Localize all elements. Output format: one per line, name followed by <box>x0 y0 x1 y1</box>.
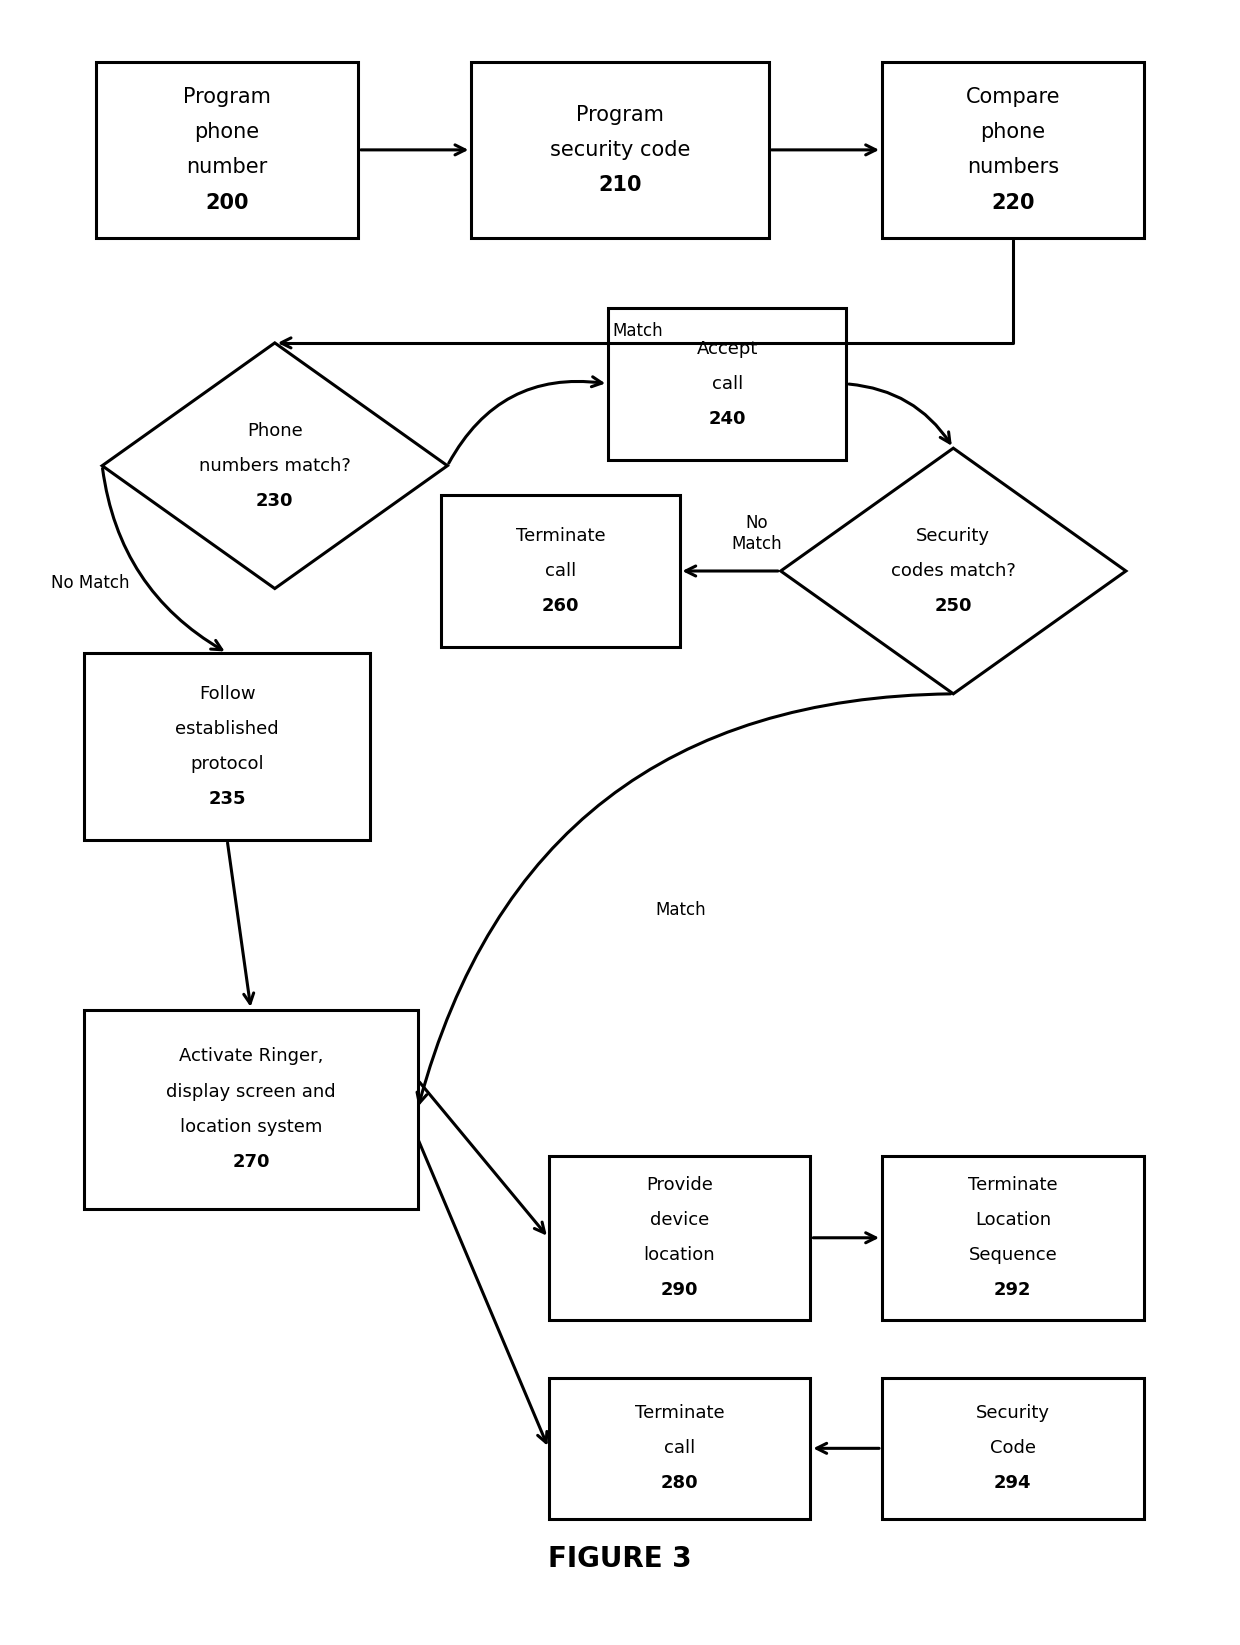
Text: FIGURE 3: FIGURE 3 <box>548 1545 692 1574</box>
Text: number: number <box>186 158 268 178</box>
Text: security code: security code <box>549 140 691 160</box>
FancyBboxPatch shape <box>882 63 1143 237</box>
Text: location: location <box>644 1247 715 1265</box>
Text: Compare: Compare <box>966 87 1060 107</box>
Text: Terminate: Terminate <box>968 1176 1058 1194</box>
Text: codes match?: codes match? <box>890 563 1016 581</box>
Text: phone: phone <box>195 122 259 143</box>
Text: Provide: Provide <box>646 1176 713 1194</box>
Text: 200: 200 <box>206 192 249 212</box>
Text: 220: 220 <box>991 192 1034 212</box>
Text: numbers: numbers <box>967 158 1059 178</box>
Text: 270: 270 <box>232 1153 270 1171</box>
Text: No
Match: No Match <box>732 515 782 553</box>
Text: phone: phone <box>981 122 1045 143</box>
FancyBboxPatch shape <box>84 653 370 841</box>
FancyBboxPatch shape <box>84 1010 418 1209</box>
Text: call: call <box>663 1439 696 1457</box>
Text: Accept: Accept <box>697 341 758 357</box>
FancyBboxPatch shape <box>471 63 769 237</box>
Text: Activate Ringer,: Activate Ringer, <box>179 1048 324 1066</box>
FancyBboxPatch shape <box>441 495 680 646</box>
Text: Sequence: Sequence <box>968 1247 1058 1265</box>
Text: 280: 280 <box>661 1474 698 1492</box>
Text: location system: location system <box>180 1117 322 1135</box>
Text: 210: 210 <box>598 174 642 196</box>
Text: 292: 292 <box>994 1281 1032 1300</box>
Text: 250: 250 <box>935 597 972 615</box>
Text: call: call <box>544 563 577 581</box>
Text: display screen and: display screen and <box>166 1082 336 1101</box>
Text: call: call <box>712 375 743 393</box>
Text: numbers match?: numbers match? <box>198 457 351 475</box>
Text: 230: 230 <box>255 492 294 510</box>
FancyBboxPatch shape <box>548 1156 811 1319</box>
Text: Match: Match <box>613 322 663 341</box>
Text: Terminate: Terminate <box>635 1405 724 1423</box>
Text: Terminate: Terminate <box>516 526 605 544</box>
FancyBboxPatch shape <box>548 1379 811 1518</box>
Text: Code: Code <box>990 1439 1035 1457</box>
Text: Program: Program <box>577 105 663 125</box>
Text: 290: 290 <box>661 1281 698 1300</box>
Text: Location: Location <box>975 1211 1050 1229</box>
Text: 294: 294 <box>994 1474 1032 1492</box>
Text: 240: 240 <box>708 410 746 428</box>
FancyBboxPatch shape <box>608 308 846 461</box>
Text: device: device <box>650 1211 709 1229</box>
Polygon shape <box>102 342 448 589</box>
Text: Program: Program <box>184 87 272 107</box>
FancyBboxPatch shape <box>97 63 358 237</box>
Text: protocol: protocol <box>191 755 264 773</box>
FancyBboxPatch shape <box>882 1156 1143 1319</box>
Text: 260: 260 <box>542 597 579 615</box>
Text: Match: Match <box>656 901 707 920</box>
Text: Security: Security <box>976 1405 1050 1423</box>
Text: No Match: No Match <box>51 574 129 592</box>
Text: Phone: Phone <box>247 421 303 439</box>
Polygon shape <box>781 447 1126 694</box>
Text: established: established <box>175 721 279 739</box>
Text: 235: 235 <box>208 790 246 808</box>
Text: Follow: Follow <box>198 684 255 702</box>
FancyBboxPatch shape <box>882 1379 1143 1518</box>
Text: Security: Security <box>916 526 991 544</box>
